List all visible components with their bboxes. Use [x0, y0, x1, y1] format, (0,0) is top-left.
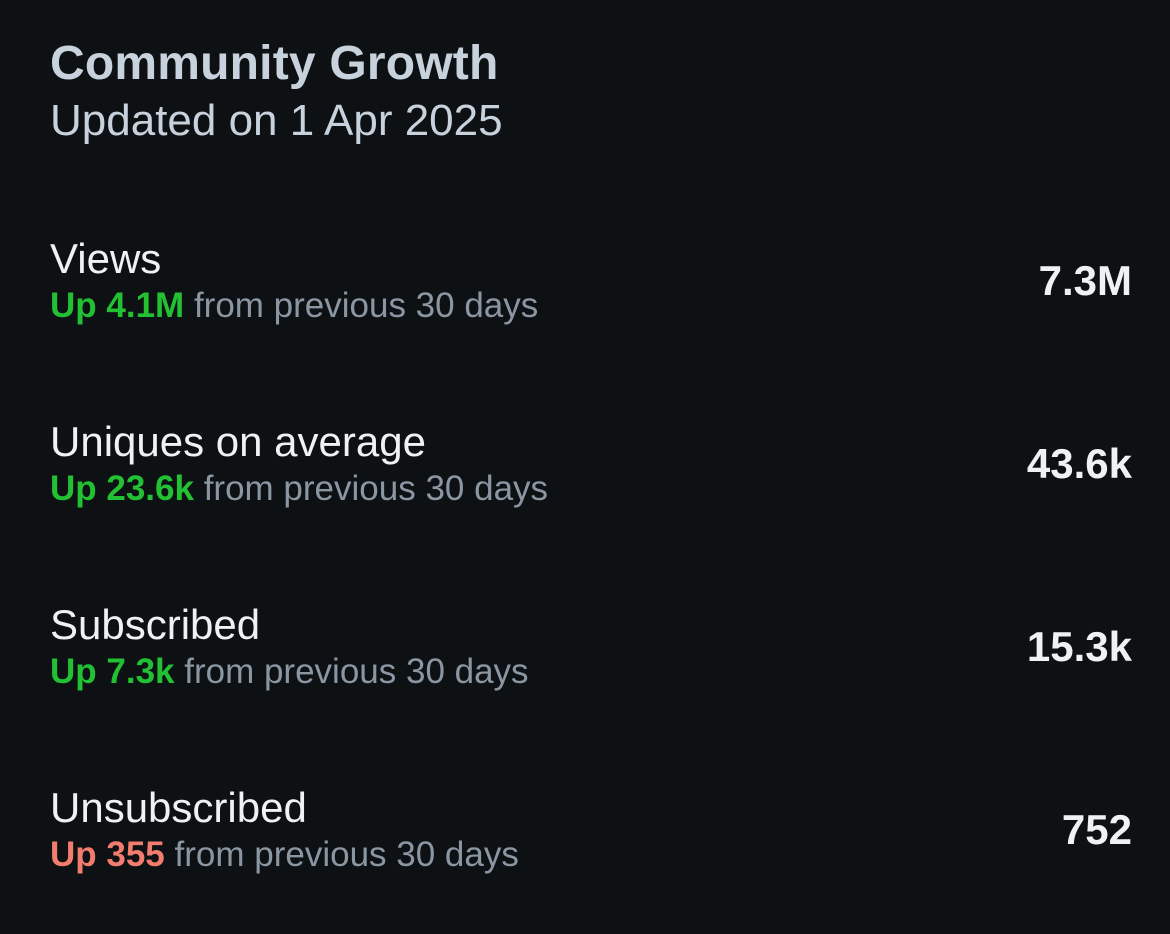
- stat-period: from previous 30 days: [174, 835, 519, 874]
- stat-change: Up 4.1M from previous 30 days: [50, 286, 538, 326]
- stat-value: 7.3M: [1038, 257, 1132, 304]
- stat-change: Up 7.3k from previous 30 days: [50, 652, 529, 692]
- stat-value: 752: [1061, 806, 1132, 853]
- stat-row-uniques: Uniques on average Up 23.6k from previou…: [0, 418, 1170, 528]
- stat-change: Up 23.6k from previous 30 days: [50, 469, 548, 509]
- stat-row-views: Views Up 4.1M from previous 30 days 7.3M: [0, 235, 1170, 345]
- stat-row-unsubscribed: Unsubscribed Up 355 from previous 30 day…: [0, 784, 1170, 894]
- stat-row-subscribed: Subscribed Up 7.3k from previous 30 days…: [0, 601, 1170, 711]
- stat-delta: Up 355: [50, 835, 165, 874]
- page-title: Community Growth: [50, 37, 499, 90]
- stat-delta: Up 23.6k: [50, 469, 194, 508]
- stat-period: from previous 30 days: [193, 286, 539, 325]
- stat-delta: Up 4.1M: [50, 286, 185, 325]
- stat-delta: Up 7.3k: [50, 652, 175, 691]
- stat-label: Unsubscribed: [50, 784, 307, 831]
- stat-period: from previous 30 days: [203, 469, 549, 508]
- stat-value: 15.3k: [1026, 623, 1132, 670]
- stat-value: 43.6k: [1026, 440, 1132, 487]
- stat-change: Up 355 from previous 30 days: [50, 835, 519, 875]
- stat-label: Subscribed: [50, 601, 261, 648]
- stat-period: from previous 30 days: [184, 652, 529, 691]
- stat-label: Views: [50, 235, 162, 282]
- stat-label: Uniques on average: [50, 418, 426, 465]
- updated-date: Updated on 1 Apr 2025: [50, 96, 503, 145]
